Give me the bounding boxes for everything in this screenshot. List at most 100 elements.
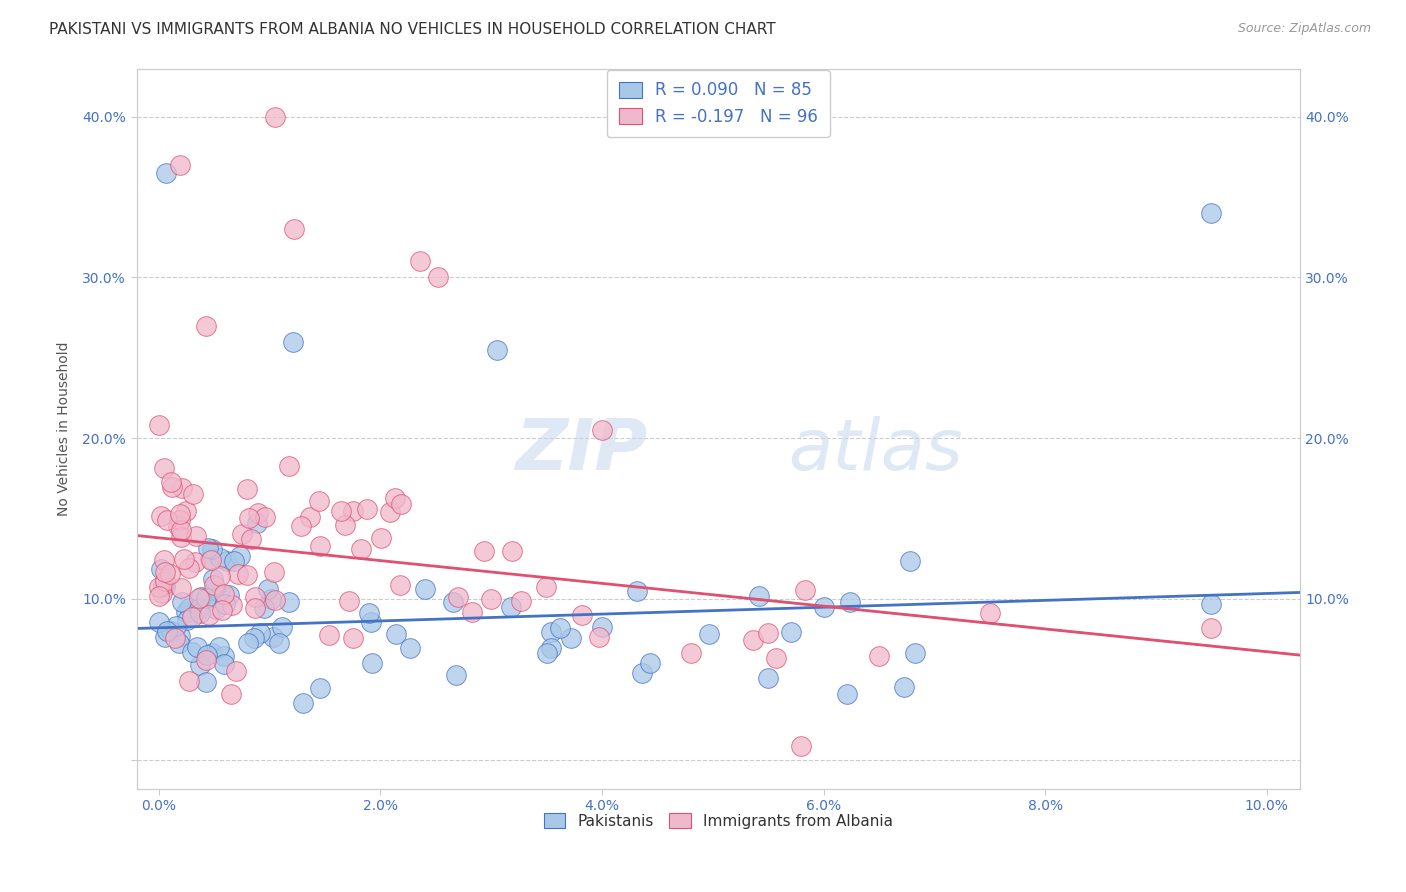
Point — [257, 582, 280, 597]
Point — [360, 615, 382, 629]
Point — [447, 590, 470, 604]
Point — [794, 582, 817, 597]
Point — [540, 640, 562, 655]
Point — [409, 254, 432, 268]
Point — [176, 613, 198, 627]
Text: Source: ZipAtlas.com: Source: ZipAtlas.com — [1237, 22, 1371, 36]
Point — [195, 652, 218, 666]
Point — [217, 554, 239, 568]
Point — [194, 674, 217, 689]
Text: PAKISTANI VS IMMIGRANTS FROM ALBANIA NO VEHICLES IN HOUSEHOLD CORRELATION CHART: PAKISTANI VS IMMIGRANTS FROM ALBANIA NO … — [49, 22, 776, 37]
Point — [165, 632, 187, 646]
Point — [188, 591, 211, 605]
Point — [177, 601, 200, 615]
Point — [180, 610, 202, 624]
Point — [236, 567, 259, 582]
Point — [194, 318, 217, 333]
Point — [181, 487, 204, 501]
Point — [160, 479, 183, 493]
Point — [245, 600, 267, 615]
Point — [177, 674, 200, 689]
Point — [225, 664, 247, 678]
Point — [813, 599, 835, 614]
Point — [283, 222, 305, 236]
Point — [188, 658, 211, 673]
Point — [560, 631, 582, 645]
Point — [790, 739, 813, 753]
Point — [202, 578, 225, 592]
Point — [211, 602, 233, 616]
Point — [1201, 597, 1223, 611]
Point — [198, 551, 221, 566]
Point — [249, 626, 271, 640]
Point — [263, 565, 285, 579]
Point — [756, 626, 779, 640]
Point — [160, 624, 183, 638]
Point — [165, 619, 187, 633]
Point — [148, 580, 170, 594]
Point — [150, 586, 173, 600]
Point — [207, 640, 229, 655]
Point — [839, 595, 862, 609]
Point — [389, 496, 412, 510]
Point — [148, 418, 170, 433]
Point — [247, 506, 270, 520]
Point — [501, 544, 523, 558]
Point — [201, 646, 224, 660]
Point — [540, 624, 562, 639]
Point — [308, 494, 330, 508]
Point — [245, 591, 267, 605]
Point — [150, 508, 173, 523]
Point — [534, 580, 557, 594]
Point — [201, 541, 224, 556]
Point — [444, 667, 467, 681]
Point — [591, 423, 613, 437]
Point — [153, 580, 176, 594]
Point — [179, 560, 201, 574]
Point — [209, 569, 232, 583]
Point — [153, 461, 176, 475]
Point — [212, 587, 235, 601]
Point — [461, 606, 484, 620]
Point — [626, 583, 648, 598]
Point — [309, 539, 332, 553]
Point — [236, 482, 259, 496]
Point — [270, 619, 292, 633]
Point — [198, 608, 221, 623]
Point — [499, 600, 522, 615]
Point — [333, 517, 356, 532]
Point — [188, 606, 211, 620]
Point — [188, 602, 211, 616]
Point — [385, 627, 408, 641]
Point — [167, 635, 190, 649]
Point — [254, 509, 277, 524]
Point — [242, 631, 264, 645]
Point — [398, 640, 420, 655]
Text: ZIP: ZIP — [516, 416, 648, 484]
Point — [169, 629, 191, 643]
Point — [218, 588, 240, 602]
Point — [357, 606, 380, 620]
Point — [479, 591, 502, 606]
Point — [166, 519, 188, 533]
Point — [169, 513, 191, 527]
Point — [200, 553, 222, 567]
Point — [337, 594, 360, 608]
Point — [893, 680, 915, 694]
Point — [205, 602, 228, 616]
Point — [190, 590, 212, 604]
Point — [238, 511, 260, 525]
Point — [209, 586, 232, 600]
Point — [184, 529, 207, 543]
Point — [264, 110, 287, 124]
Point — [231, 527, 253, 541]
Point — [904, 646, 927, 660]
Point — [389, 578, 412, 592]
Point — [835, 687, 858, 701]
Point — [298, 510, 321, 524]
Point — [184, 555, 207, 569]
Point — [239, 532, 262, 546]
Point — [214, 649, 236, 664]
Point — [155, 166, 177, 180]
Point — [149, 562, 172, 576]
